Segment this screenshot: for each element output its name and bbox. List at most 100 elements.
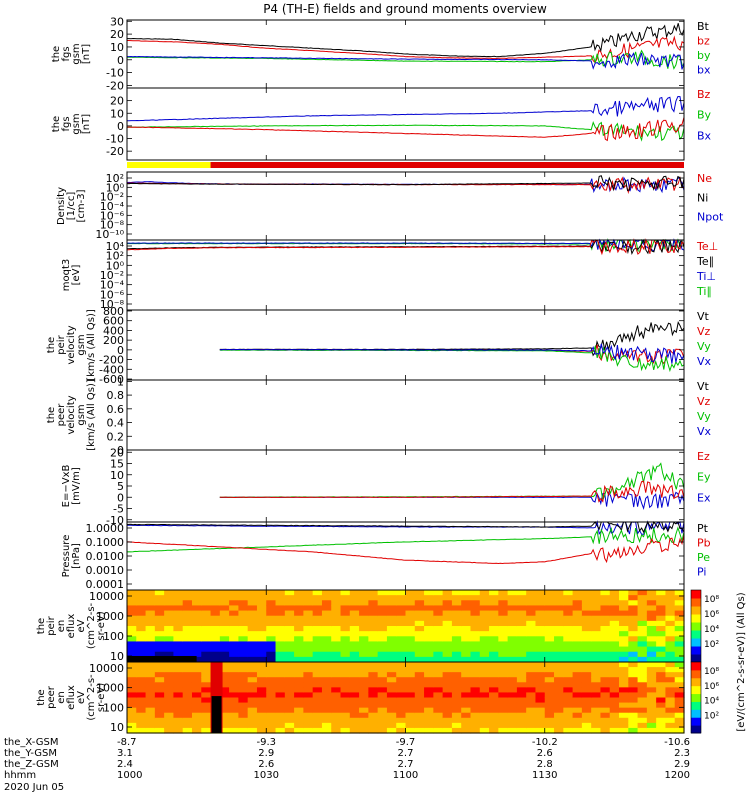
y-tick-label: 20	[110, 28, 124, 41]
colorbar-tick-label: 10⁸	[704, 595, 719, 605]
y-axis-label-line: Pressure	[61, 535, 72, 578]
y-tick-label: 0.8	[107, 389, 125, 402]
y-tick-label: -400	[99, 363, 124, 376]
y-axis-label-line: peer	[46, 685, 57, 709]
y-axis-label-line: (cm^2-s-	[86, 602, 97, 649]
spectrogram-peir-spec	[127, 590, 685, 663]
y-tick-label: 0.4	[107, 417, 125, 430]
y-axis-label: moqt3 [eV]	[61, 259, 82, 292]
y-tick-label: 100	[103, 630, 124, 643]
mode-bar-red	[210, 162, 685, 168]
y-axis-label-line: eV	[76, 619, 87, 632]
x-row-value: 1030	[254, 770, 279, 781]
y-tick-label: 10⁰	[106, 259, 125, 272]
x-row-value: 2.9	[258, 748, 274, 759]
x-row-value: -9.3	[256, 737, 276, 748]
y-tick-label: 800	[103, 305, 124, 318]
figure-title: P4 (TH-E) fields and ground moments over…	[263, 2, 547, 16]
y-axis-label-line: the	[46, 337, 57, 353]
y-tick-label: 10⁻⁴	[100, 279, 125, 292]
y-axis-label-line: [km/s (All Qs)]	[86, 379, 97, 451]
y-tick-label: 10⁻⁴	[100, 200, 125, 213]
x-row-value: 2.8	[537, 759, 553, 770]
colorbar-peir-spec: 10⁸ 10⁶ 10⁴ 10²	[690, 589, 719, 663]
x-row-label: the_X-GSM	[4, 737, 58, 748]
y-tick-label: 20	[110, 446, 124, 459]
x-row-value: 1000	[117, 770, 142, 781]
y-axis-label: Pressure [nPa]	[61, 535, 82, 578]
series-line-by	[126, 120, 685, 142]
legend-entry-vx: Vx	[697, 355, 712, 368]
colorbar-tick-label: 10⁴	[704, 625, 719, 635]
y-tick-label: -600	[99, 373, 124, 386]
panel-frame	[126, 449, 685, 523]
y-axis-label: the peir velocity gsm [km/s (All Qs)]	[46, 309, 97, 381]
y-axis-label-line: [km/s (All Qs)]	[86, 309, 97, 381]
colorbar-tick-label: 10²	[704, 640, 719, 650]
colorbar-label: [eV/(cm^2-s-sr-eV)] (All Qs)	[736, 592, 747, 731]
x-row-value: 1130	[532, 770, 557, 781]
y-axis-label-line: fgs	[61, 46, 72, 61]
y-tick-label: 200	[103, 334, 124, 347]
y-axis-label-line: gsm	[76, 404, 87, 425]
x-axis-labels: the_X-GSM -8.7 -9.3 -9.7 -10.2 -10.6 the_Y-GSM…	[4, 737, 690, 793]
panel-frame	[126, 309, 685, 381]
x-row-value: -8.7	[117, 737, 137, 748]
y-axis-label-line: [nT]	[81, 44, 92, 64]
y-axis-label: the peir en eflux eV (cm^2-s-sr-eV)	[36, 602, 107, 649]
panel-frame	[126, 87, 685, 161]
legend-entry-npot: Npot	[697, 211, 724, 224]
y-tick-label: 10⁻²	[100, 269, 124, 282]
y-axis-label-line: velocity	[66, 395, 77, 434]
series-line-bz	[126, 117, 685, 142]
x-row-value: 2.3	[674, 748, 690, 759]
low-energy-gap	[127, 656, 197, 662]
y-axis-label-line: [nT]	[81, 114, 92, 134]
y-tick-label: -20	[106, 79, 124, 92]
y-tick-label: 10⁻⁸	[100, 219, 125, 232]
y-axis-label-line: the	[46, 407, 57, 423]
legend-entry-ez: Ez	[697, 450, 710, 463]
x-row-label: hhmm	[4, 770, 36, 781]
y-axis-label-line: en	[56, 620, 67, 633]
y-tick-label: 10⁻⁶	[100, 288, 125, 301]
y-tick-label: 0.2	[107, 430, 125, 443]
y-axis-label-line: moqt3	[61, 259, 72, 292]
y-tick-label: -10	[106, 67, 124, 80]
x-row-value: 2.6	[258, 759, 274, 770]
series-line-te⊥	[126, 238, 685, 256]
y-tick-label: -10	[106, 133, 124, 146]
x-row-value: 1100	[393, 770, 418, 781]
y-tick-label: 100	[103, 701, 124, 714]
y-tick-label: 600	[103, 315, 124, 328]
legend-entry-bz: Bz	[697, 88, 711, 101]
y-axis-label-line: gsm	[71, 43, 82, 64]
legend-entry-vx: Vx	[697, 425, 712, 438]
y-axis-label-line: peir	[46, 615, 57, 635]
y-tick-label: 10	[110, 469, 124, 482]
y-tick-label: 30	[110, 15, 124, 28]
y-tick-label: 10⁻⁸	[100, 298, 125, 311]
legend-entry-by: By	[697, 109, 712, 122]
y-axis-label: Density [1/cc] [cm-3]	[56, 187, 87, 225]
series-line-bt	[127, 23, 685, 58]
y-axis-label: the fgs gsm [nT]	[51, 43, 92, 64]
legend-entry-bz: bz	[697, 35, 710, 48]
spectrogram-peer-spec	[127, 662, 685, 734]
legend-entry-vt: Vt	[697, 380, 710, 393]
y-tick-label: 0	[117, 54, 124, 67]
x-row-value: 2.4	[117, 759, 133, 770]
x-row-value: -10.2	[532, 737, 558, 748]
y-axis-label-line: fgs	[61, 116, 72, 131]
legend-entry-pb: Pb	[697, 537, 711, 550]
y-axis-label-line: gsm	[76, 334, 87, 355]
colorbar-tick-label: 10⁶	[704, 610, 719, 620]
legend-entry-bx: Bx	[697, 129, 712, 142]
legend-entry-vz: Vz	[697, 395, 711, 408]
x-row-value: 1200	[665, 770, 690, 781]
y-axis-label-line: peer	[56, 403, 67, 427]
